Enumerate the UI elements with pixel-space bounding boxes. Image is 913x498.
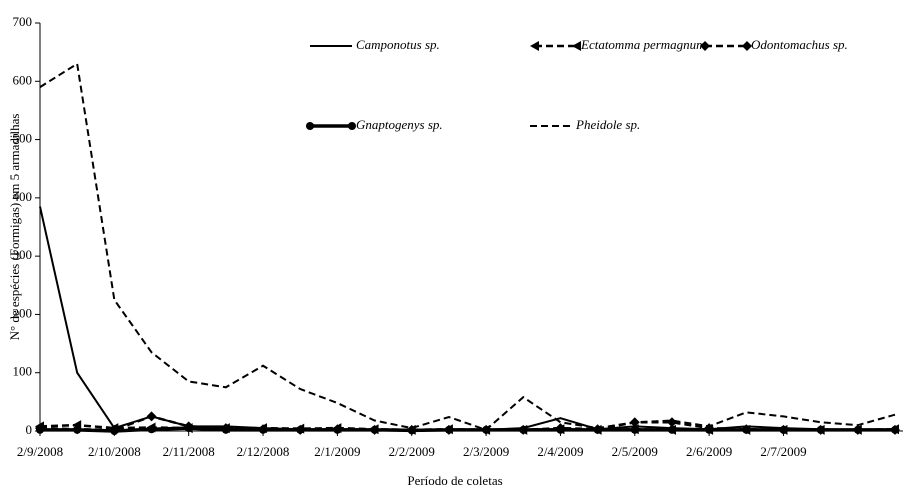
marker — [110, 427, 119, 435]
x-tick-label: 2/11/2008 — [163, 444, 215, 459]
marker — [816, 425, 825, 434]
marker — [891, 425, 899, 434]
y-tick-label: 100 — [13, 364, 33, 379]
x-tick-label: 2/3/2009 — [463, 444, 509, 459]
marker — [530, 41, 539, 51]
x-tick-label: 2/5/2009 — [612, 444, 658, 459]
legend-label: Odontomachus sp. — [751, 37, 848, 52]
marker — [306, 122, 314, 130]
marker — [147, 425, 156, 434]
x-tick-label: 2/1/2009 — [314, 444, 360, 459]
legend-label: Gnaptogenys sp. — [356, 117, 443, 132]
series-line — [40, 426, 895, 433]
y-tick-label: 200 — [13, 305, 33, 320]
y-tick-label: 0 — [26, 422, 33, 437]
y-tick-label: 600 — [13, 72, 33, 87]
legend-label: Pheidole sp. — [575, 117, 640, 132]
marker — [705, 425, 714, 434]
marker — [348, 122, 356, 130]
marker — [742, 41, 752, 51]
x-tick-label: 2/10/2008 — [88, 444, 141, 459]
marker — [296, 425, 305, 434]
marker — [444, 425, 453, 434]
series-line — [39, 62, 896, 431]
marker — [221, 425, 230, 434]
marker — [73, 425, 82, 434]
x-tick-label: 2/6/2009 — [686, 444, 732, 459]
series-line — [39, 206, 895, 431]
marker — [333, 425, 342, 434]
y-tick-label: 700 — [13, 14, 33, 29]
marker — [146, 411, 157, 422]
marker — [779, 425, 788, 434]
marker — [630, 425, 639, 434]
y-tick-label: 400 — [13, 189, 33, 204]
marker — [36, 425, 44, 434]
marker — [666, 417, 677, 428]
marker — [370, 425, 379, 434]
legend-label: Ectatomma permagnum — [580, 37, 706, 52]
y-tick-label: 300 — [13, 247, 33, 262]
x-tick-label: 2/12/2008 — [237, 444, 290, 459]
y-tick-label: 500 — [13, 131, 33, 146]
marker — [853, 425, 862, 434]
marker — [742, 425, 751, 434]
x-tick-label: 2/7/2009 — [760, 444, 806, 459]
marker — [184, 424, 193, 433]
marker — [259, 425, 268, 434]
marker — [556, 425, 565, 434]
marker — [700, 41, 710, 51]
y-axis-label: N° de espécies (Formigas) em 5 armadilha… — [7, 114, 22, 341]
legend-label: Camponotus sp. — [356, 37, 440, 52]
x-tick-label: 2/4/2009 — [537, 444, 583, 459]
marker — [572, 41, 581, 51]
x-tick-label: 2/2/2009 — [389, 444, 435, 459]
marker — [667, 425, 676, 434]
marker — [519, 425, 528, 434]
x-axis-label: Período de coletas — [407, 473, 502, 488]
x-tick-label: 2/9/2008 — [17, 444, 63, 459]
